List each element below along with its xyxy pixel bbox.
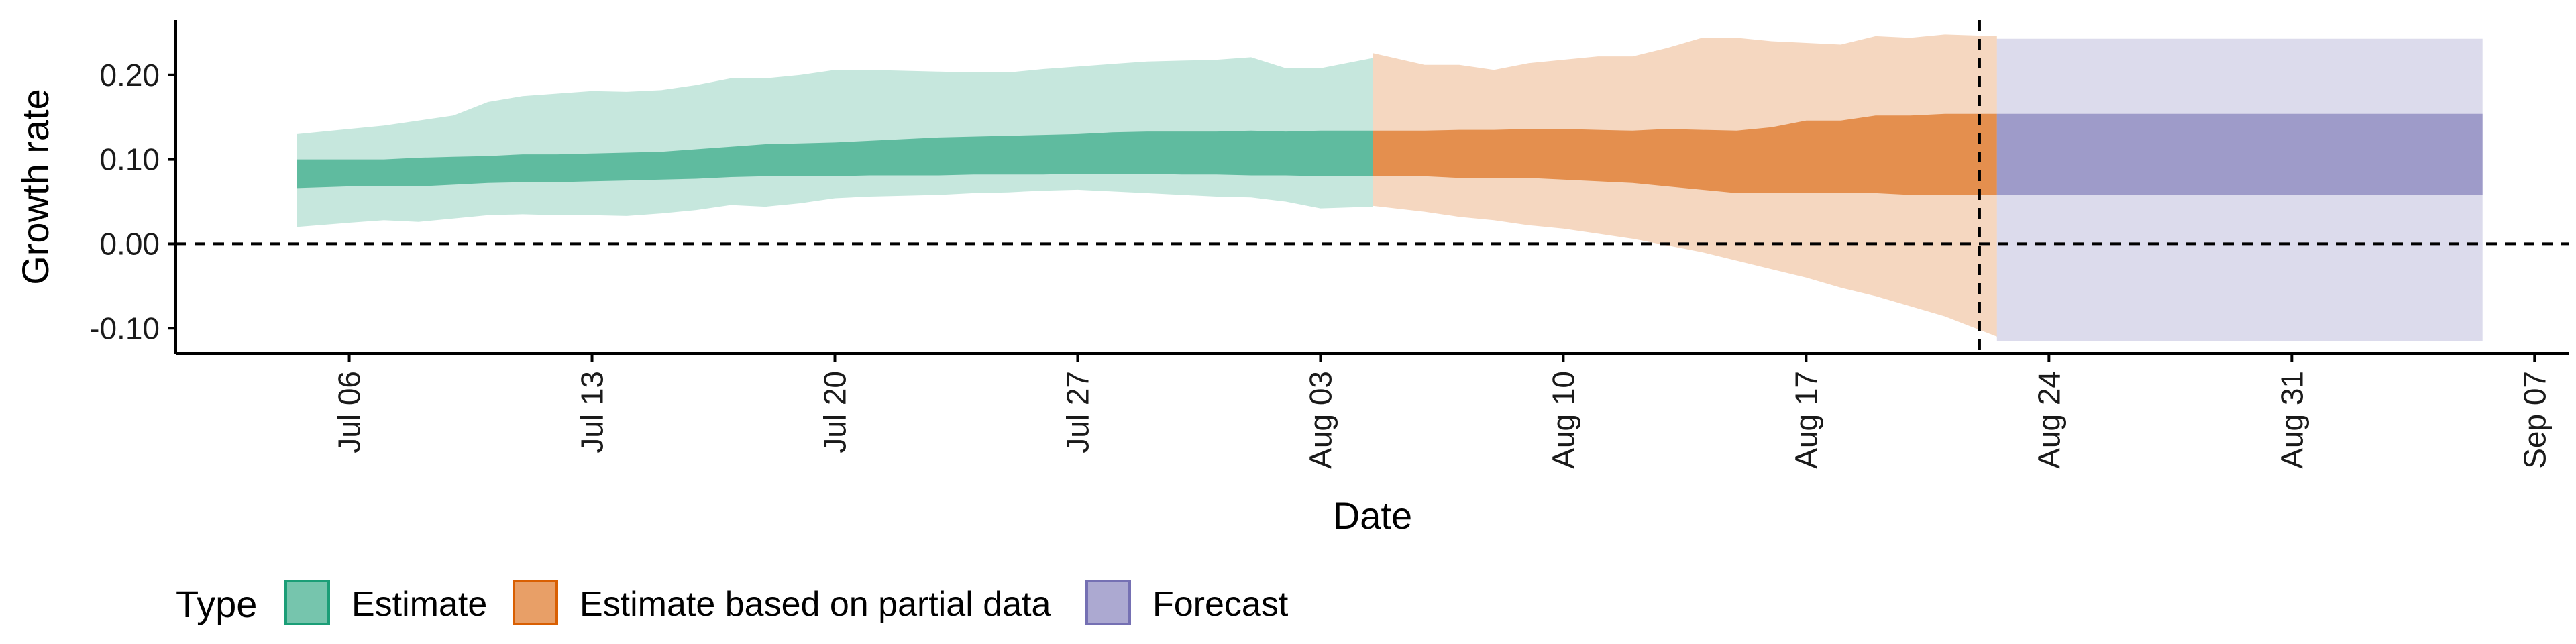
y-axis-title: Growth rate xyxy=(14,89,56,285)
estimate-band-50 xyxy=(297,130,1373,189)
x-tick-label: Aug 17 xyxy=(1788,371,1823,469)
legend-label: Forecast xyxy=(1152,585,1289,624)
legend-label: Estimate xyxy=(352,585,487,624)
x-tick-label: Aug 31 xyxy=(2274,371,2309,469)
legend-key xyxy=(513,580,558,625)
forecast-band-50 xyxy=(1996,113,2483,195)
legend: Type Estimate Estimate based on partial d… xyxy=(176,580,1289,625)
x-tick-label: Jul 27 xyxy=(1060,371,1095,453)
y-tick-label: -0.10 xyxy=(89,311,160,345)
estimate-band-90 xyxy=(297,57,1373,227)
legend-key xyxy=(284,580,330,625)
x-tick-label: Jul 06 xyxy=(332,371,367,453)
x-axis-title: Date xyxy=(1333,494,1412,537)
y-tick-label: 0.20 xyxy=(99,58,160,93)
y-ticks: -0.10 0.00 0.10 0.20 xyxy=(89,58,176,345)
reference-lines xyxy=(176,20,2569,354)
x-tick-label: Aug 24 xyxy=(2031,371,2066,469)
y-tick-label: 0.00 xyxy=(99,226,160,261)
x-tick-label: Jul 20 xyxy=(817,371,852,453)
x-tick-label: Aug 03 xyxy=(1303,371,1338,469)
legend-title: Type xyxy=(176,583,257,625)
legend-key xyxy=(1085,580,1131,625)
x-tick-label: Jul 13 xyxy=(575,371,610,453)
legend-label: Estimate based on partial data xyxy=(580,585,1051,624)
y-tick-label: 0.10 xyxy=(99,142,160,177)
x-ticks: Jul 06 Jul 13 Jul 20 Jul 27 Aug 03 Aug 10 Aug … xyxy=(332,354,2552,469)
x-tick-label: Aug 10 xyxy=(1546,371,1580,469)
x-tick-label: Sep 07 xyxy=(2517,371,2552,469)
bands-layer xyxy=(297,34,2483,341)
estimate-based-on-partial-data-band-50 xyxy=(1373,113,1997,195)
